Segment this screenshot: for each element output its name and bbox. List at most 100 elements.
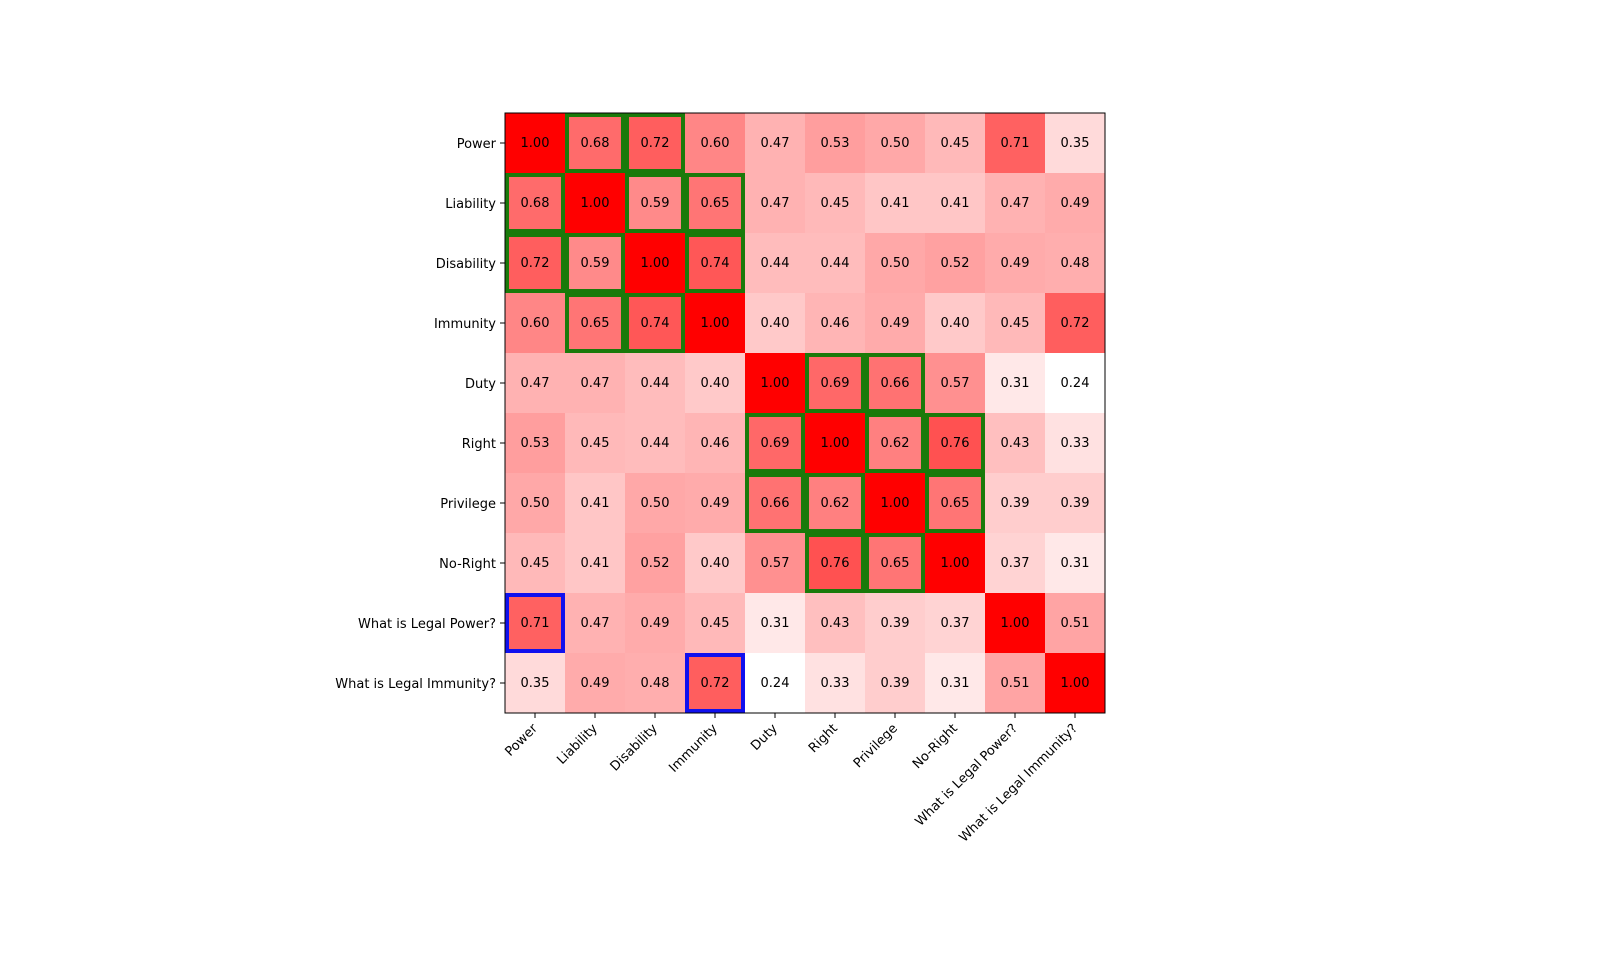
- y-tick-label: Duty: [465, 377, 496, 392]
- cell-value-label: 1.00: [581, 196, 610, 211]
- highlight-box: [685, 233, 745, 293]
- highlight-box: [625, 113, 685, 173]
- heatmap-cell: [1045, 413, 1105, 473]
- cell-value-label: 0.46: [701, 436, 730, 451]
- cell-value-label: 1.00: [821, 436, 850, 451]
- heatmap-cell: [865, 653, 925, 713]
- heatmap-cell: [985, 353, 1045, 413]
- heatmap-cell: [565, 653, 625, 713]
- highlight-box: [745, 413, 805, 473]
- y-tick-label: Disability: [436, 257, 497, 272]
- cell-value-label: 0.49: [581, 676, 610, 691]
- highlight-box: [925, 413, 985, 473]
- cell-value-label: 0.52: [641, 556, 670, 571]
- cell-value-label: 0.45: [1001, 316, 1030, 331]
- cell-value-label: 0.66: [881, 376, 910, 391]
- cell-value-label: 0.72: [701, 676, 730, 691]
- cell-value-label: 0.41: [881, 196, 910, 211]
- cell-value-label: 0.76: [821, 556, 850, 571]
- heatmap-cell: [985, 593, 1045, 653]
- heatmap-cells: 1.00 0.68 0.72 0.60 0.47 0.53 0.50 0.45 0.71 0.35…: [505, 113, 1105, 713]
- heatmap-cell: [685, 173, 745, 233]
- heatmap-cell: [565, 173, 625, 233]
- cell-value-label: 0.41: [581, 496, 610, 511]
- cell-value-label: 0.49: [1001, 256, 1030, 271]
- highlight-box: [805, 533, 865, 593]
- x-tick-label: Privilege: [851, 721, 901, 771]
- heatmap-cell: [1045, 173, 1105, 233]
- heatmap-cell: [805, 233, 865, 293]
- highlight-box: [565, 293, 625, 353]
- heatmap-cell: [625, 233, 685, 293]
- heatmap-cell: [925, 413, 985, 473]
- heatmap-cell: [745, 413, 805, 473]
- heatmap-cell: [505, 233, 565, 293]
- heatmap-cell: [505, 413, 565, 473]
- heatmap-cell: [625, 113, 685, 173]
- cell-value-label: 0.71: [1001, 136, 1030, 151]
- heatmap-cell: [1045, 473, 1105, 533]
- heatmap-cell: [1045, 653, 1105, 713]
- heatmap-cell: [745, 473, 805, 533]
- heatmap-cell: [985, 113, 1045, 173]
- heatmap-cell: [745, 653, 805, 713]
- cell-value-label: 0.62: [821, 496, 850, 511]
- cell-value-label: 0.31: [1001, 376, 1030, 391]
- cell-value-label: 0.53: [521, 436, 550, 451]
- highlight-box: [565, 113, 625, 173]
- cell-value-label: 0.74: [641, 316, 670, 331]
- heatmap-cell: [565, 593, 625, 653]
- cell-value-label: 0.72: [641, 136, 670, 151]
- heatmap-cell: [745, 533, 805, 593]
- highlight-box: [625, 173, 685, 233]
- cell-value-label: 0.60: [521, 316, 550, 331]
- cell-value-label: 0.48: [1061, 256, 1090, 271]
- cell-value-label: 0.39: [881, 616, 910, 631]
- cell-value-label: 0.40: [761, 316, 790, 331]
- cell-value-label: 0.53: [821, 136, 850, 151]
- heatmap-cell: [865, 533, 925, 593]
- x-tick-label: No-Right: [910, 721, 961, 772]
- highlight-box: [625, 293, 685, 353]
- cell-value-label: 1.00: [521, 136, 550, 151]
- highlight-box: [865, 353, 925, 413]
- heatmap-cell: [985, 293, 1045, 353]
- heatmap-cell: [805, 593, 865, 653]
- heatmap-cell: [865, 473, 925, 533]
- heatmap-cell: [565, 413, 625, 473]
- cell-value-label: 0.24: [1061, 376, 1090, 391]
- cell-value-label: 0.33: [1061, 436, 1090, 451]
- heatmap-cell: [625, 653, 685, 713]
- heatmap-cell: [745, 593, 805, 653]
- x-tick-label: Disability: [608, 721, 661, 774]
- y-tick-label: Privilege: [440, 497, 496, 512]
- cell-value-label: 0.71: [521, 616, 550, 631]
- cell-value-label: 0.49: [1061, 196, 1090, 211]
- heatmap-cell: [985, 533, 1045, 593]
- heatmap-cell: [685, 233, 745, 293]
- heatmap-cell: [925, 593, 985, 653]
- heatmap-cell: [625, 533, 685, 593]
- y-tick-label: Immunity: [434, 317, 496, 332]
- cell-value-label: 1.00: [701, 316, 730, 331]
- heatmap-cell: [565, 533, 625, 593]
- cell-value-label: 0.47: [761, 196, 790, 211]
- cell-value-label: 0.31: [941, 676, 970, 691]
- highlight-box: [505, 173, 565, 233]
- cell-value-label: 0.47: [1001, 196, 1030, 211]
- cell-value-label: 1.00: [941, 556, 970, 571]
- heatmap-cell: [805, 173, 865, 233]
- x-tick-label: Duty: [748, 721, 781, 754]
- cell-value-label: 0.40: [701, 376, 730, 391]
- highlight-box: [805, 353, 865, 413]
- y-axis-ticks: Power Liability Disability Immunity Duty Righ…: [335, 137, 505, 692]
- highlight-box: [685, 173, 745, 233]
- heatmap-cell: [745, 173, 805, 233]
- x-tick-label: What is Legal Immunity?: [957, 721, 1081, 845]
- cell-value-label: 0.65: [881, 556, 910, 571]
- y-tick-label: Liability: [445, 197, 496, 212]
- heatmap-cell: [865, 233, 925, 293]
- heatmap-cell: [565, 473, 625, 533]
- cell-value-label: 1.00: [1061, 676, 1090, 691]
- heatmap-cell: [865, 353, 925, 413]
